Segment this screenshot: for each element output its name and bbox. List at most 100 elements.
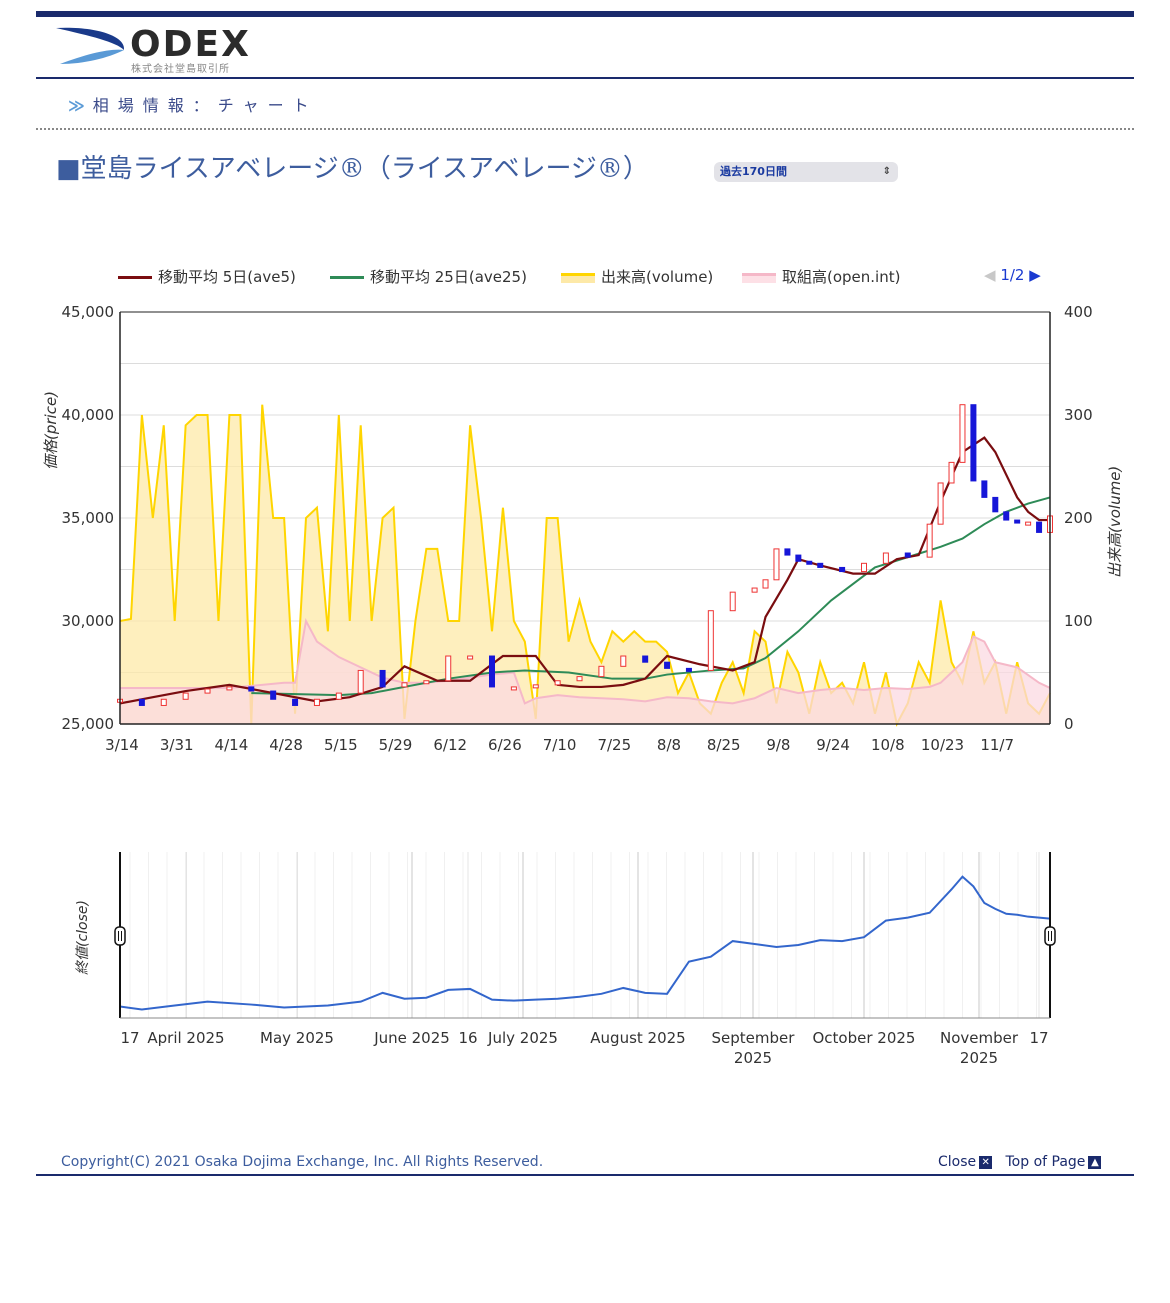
legend-ave25[interactable]: 移動平均 25日(ave25)	[330, 266, 527, 287]
candle-mark	[1025, 521, 1032, 526]
candle-mark	[160, 698, 167, 706]
candle-mark	[335, 692, 342, 700]
candle-mark	[467, 655, 474, 660]
pager-prev-icon[interactable]: ◀	[984, 266, 996, 284]
header-rule	[36, 77, 1134, 79]
pager-page: 1/2	[1000, 266, 1025, 284]
navigator-x-tick-label: August 2025	[590, 1029, 685, 1047]
candle-mark	[1003, 511, 1010, 521]
legend-ave5-label: 移動平均 5日(ave5)	[158, 268, 296, 286]
legend-ave5[interactable]: 移動平均 5日(ave5)	[118, 266, 296, 287]
navigator-x-tick-label: 16	[458, 1029, 477, 1047]
candle-mark	[248, 686, 255, 692]
page-title: ■堂島ライスアベレージ®（ライスアベレージ®）	[56, 154, 649, 184]
y2-tick-label: 200	[1064, 509, 1093, 527]
main-price-chart: 25,000 30,000 35,000 40,000 45,000 0 100 200 300…	[62, 303, 1093, 754]
x-tick-label: 8/8	[657, 736, 681, 754]
volume-series-area	[120, 404, 1050, 724]
close-link[interactable]: Close ✕	[938, 1154, 993, 1170]
navigator-x-tick-label: September	[712, 1029, 796, 1047]
candle-mark	[707, 610, 714, 671]
open-int-series-line	[120, 617, 1051, 705]
open-int-series-area	[120, 621, 1050, 724]
legend-open-int-swatch	[742, 272, 776, 283]
candle-mark	[981, 480, 988, 498]
candle-mark	[861, 562, 867, 573]
candle-mark	[685, 667, 692, 672]
x-tick-label: 9/8	[766, 736, 790, 754]
candle-mark	[445, 655, 452, 682]
y-tick-label: 35,000	[62, 509, 115, 527]
candle-mark	[379, 669, 386, 688]
navigator-left-handle[interactable]	[114, 926, 126, 946]
logo-subtitle: 株式会社堂島取引所	[131, 64, 230, 75]
navigator-right-handle[interactable]	[1044, 926, 1056, 946]
breadcrumb: ≫ 相場情報：チャート	[68, 92, 318, 116]
legend-ave25-label: 移動平均 25日(ave25)	[370, 268, 527, 286]
x-tick-label: 9/24	[816, 736, 850, 754]
y2-tick-label: 100	[1064, 612, 1093, 630]
handle-grip-icon	[114, 926, 126, 946]
x-tick-label: 4/28	[269, 736, 303, 754]
candle-mark	[510, 686, 517, 691]
logo-text: ODEX	[130, 24, 251, 65]
copyright-text: Copyright(C) 2021 Osaka Dojima Exchange,…	[61, 1154, 544, 1170]
candle-mark	[204, 688, 211, 694]
candle-mark	[554, 680, 561, 686]
x-tick-label: 3/31	[160, 736, 194, 754]
x-tick-label: 8/25	[707, 736, 741, 754]
candle-mark	[926, 523, 933, 558]
candle-mark	[959, 404, 966, 463]
candle-mark	[806, 560, 813, 565]
x-tick-label: 11/7	[980, 736, 1014, 754]
breadcrumb-text: 相場情報：チャート	[92, 96, 318, 115]
legend-volume[interactable]: 出来高(volume)	[561, 266, 713, 287]
odex-logo-icon	[56, 27, 125, 64]
y2-tick-label: 400	[1064, 303, 1093, 321]
x-tick-label: 10/23	[921, 736, 964, 754]
candle-mark	[948, 461, 955, 484]
legend-open-int[interactable]: 取組高(open.int)	[742, 266, 900, 287]
candle-mark	[729, 591, 736, 612]
x-tick-label: 5/29	[379, 736, 413, 754]
y-tick-label: 25,000	[62, 715, 115, 733]
candle-mark	[817, 562, 824, 568]
candle-mark	[576, 676, 583, 682]
candle-mark	[270, 690, 277, 700]
candle-mark	[313, 698, 320, 706]
navigator-x-tick-year: 2025	[960, 1049, 998, 1067]
x-tick-label: 10/8	[871, 736, 905, 754]
candle-mark	[970, 404, 977, 482]
legend-ave25-swatch	[330, 275, 364, 279]
navigator-x-tick-label: November	[940, 1029, 1019, 1047]
x-tick-label: 7/10	[543, 736, 577, 754]
period-select[interactable]: 過去170日間 ⇕	[714, 162, 898, 182]
x-tick-label: 3/14	[105, 736, 139, 754]
y-tick-label: 45,000	[62, 303, 115, 321]
candle-mark	[357, 669, 364, 694]
candle-mark	[489, 655, 495, 688]
candle-mark	[532, 684, 539, 689]
navigator-x-tick-year: 2025	[734, 1049, 772, 1067]
pager-next-icon[interactable]: ▶	[1029, 266, 1041, 284]
candle-mark	[401, 682, 408, 688]
top-of-page-link[interactable]: Top of Page ▲	[1006, 1154, 1102, 1170]
legend-pager: ◀ 1/2 ▶	[984, 266, 1041, 284]
candle-mark	[882, 552, 889, 564]
legend-open-int-label: 取組高(open.int)	[782, 268, 901, 286]
candle-mark	[1014, 519, 1021, 524]
candle-mark	[751, 587, 758, 593]
candle-mark	[773, 548, 780, 581]
candle-mark	[1036, 521, 1043, 533]
navigator-chart[interactable]: 17 April 2025 May 2025 June 2025 16 July 2025…	[0, 820, 1170, 1120]
period-select-value: 過去170日間	[720, 165, 787, 178]
candle-mark	[620, 655, 627, 667]
y2-tick-label: 300	[1064, 406, 1093, 424]
x-tick-label: 6/26	[488, 736, 522, 754]
navigator-x-tick-label: June 2025	[373, 1029, 450, 1047]
x-tick-label: 4/14	[215, 736, 249, 754]
y-tick-label: 30,000	[62, 612, 115, 630]
candle-mark	[292, 698, 299, 706]
x-tick-label: 5/15	[324, 736, 358, 754]
candle-mark	[937, 482, 944, 525]
